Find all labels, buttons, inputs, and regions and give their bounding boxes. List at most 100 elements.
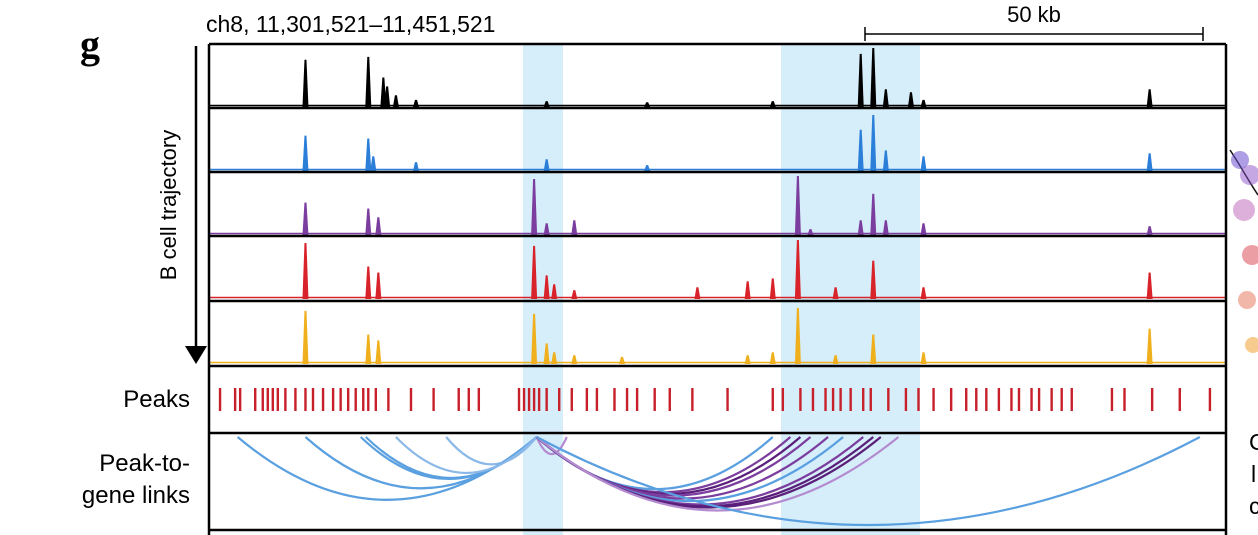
peak-mark — [284, 388, 287, 411]
peak-mark — [653, 388, 656, 411]
coverage-peak — [870, 48, 877, 107]
coverage-peak — [365, 138, 372, 171]
peak-mark — [985, 388, 988, 411]
peak-mark — [917, 388, 920, 411]
coverage-tracks — [210, 48, 1225, 364]
peak-mark — [1208, 388, 1212, 411]
peak-mark — [595, 388, 599, 411]
coverage-peak — [1146, 153, 1153, 171]
coverage-peak — [744, 281, 751, 299]
coverage-peak — [571, 355, 578, 364]
peak-mark — [1178, 388, 1181, 411]
region-label: ch8, 11,301,521–11,451,521 — [206, 11, 495, 37]
coverage-peak — [370, 156, 377, 171]
peak-mark — [1010, 388, 1013, 411]
peak-mark — [997, 388, 1001, 411]
coverage-peak — [551, 284, 558, 299]
highlight-band-1 — [523, 44, 563, 535]
coverage-peak — [882, 89, 889, 107]
coverage-peak — [882, 150, 889, 171]
coverage-peak — [870, 114, 877, 171]
coverage-peak — [619, 356, 626, 364]
coverage-peak — [920, 352, 927, 364]
peak-mark — [862, 388, 865, 411]
peak-mark — [294, 388, 297, 411]
peak-mark — [849, 388, 852, 411]
coverage-peak — [1146, 328, 1153, 364]
coverage-peak — [794, 307, 801, 364]
cropped-umap-panel — [1228, 44, 1258, 364]
peak-mark — [781, 388, 785, 411]
peaks-track — [218, 388, 1212, 411]
peak-mark — [625, 388, 629, 411]
peak-mark — [668, 388, 671, 411]
coverage-peak — [920, 287, 927, 299]
coverage-peak — [744, 355, 751, 364]
peak-mark — [558, 388, 561, 411]
scale-bar-label: 50 kb — [1007, 2, 1061, 27]
peak-mark — [1030, 388, 1033, 411]
peak-mark — [367, 388, 370, 411]
peak-mark — [965, 388, 968, 411]
peak-mark — [522, 388, 526, 411]
peak-mark — [254, 388, 257, 411]
coverage-peak — [644, 165, 651, 171]
trajectory-arrow — [185, 46, 207, 364]
coverage-peak — [551, 352, 558, 364]
coverage-peak — [302, 310, 309, 364]
coverage-peak — [571, 290, 578, 299]
peak-mark — [975, 388, 978, 411]
coverage-track-2 — [210, 114, 1225, 171]
trajectory-label: B cell trajectory — [156, 130, 181, 280]
peak-mark — [311, 388, 315, 411]
coverage-track-5 — [210, 307, 1225, 364]
peak-mark — [545, 388, 548, 411]
peak-mark — [824, 388, 827, 411]
peak-mark — [691, 388, 694, 411]
coverage-peak — [365, 266, 372, 299]
peak-mark — [374, 388, 378, 411]
coverage-peak — [413, 99, 420, 107]
coverage-peak — [302, 242, 309, 299]
peak-mark — [467, 388, 470, 411]
peak-mark — [1150, 388, 1154, 411]
coverage-peak — [392, 95, 399, 107]
peak-mark — [537, 388, 541, 411]
coverage-peak — [920, 99, 927, 107]
peak-mark — [585, 388, 589, 411]
coverage-track-4 — [210, 240, 1225, 299]
coverage-peak — [375, 272, 382, 299]
coverage-peak — [365, 208, 372, 235]
coverage-peak — [1146, 272, 1153, 299]
coverage-peak — [413, 162, 420, 171]
coverage-peak — [365, 56, 372, 107]
coverage-peak — [857, 53, 864, 107]
peak-mark — [1123, 388, 1126, 411]
edge-text-2: l — [1251, 461, 1256, 487]
links-track — [236, 436, 1201, 526]
coverage-peak — [794, 176, 801, 235]
peak-mark — [432, 388, 435, 411]
coverage-peak — [1146, 89, 1153, 107]
coverage-peak — [694, 287, 701, 299]
peak-mark — [635, 388, 639, 411]
peak-mark — [457, 388, 460, 411]
coverage-peak — [644, 102, 651, 107]
peak-mark — [362, 388, 365, 411]
links-label-line1: Peak-to- — [99, 450, 190, 477]
coverage-peak — [882, 220, 889, 235]
coverage-peak — [769, 278, 776, 299]
peak-mark — [949, 388, 953, 411]
coverage-track-3 — [210, 176, 1225, 235]
peak-mark — [1070, 388, 1073, 411]
peak-mark — [218, 388, 222, 411]
peak-mark — [233, 388, 237, 411]
peak-mark — [570, 388, 573, 411]
coverage-peak — [832, 287, 839, 299]
peak-mark — [1060, 388, 1063, 411]
peak-mark — [261, 388, 264, 411]
coverage-peak — [870, 193, 877, 235]
peak-mark — [477, 388, 481, 411]
peak-mark — [517, 388, 521, 411]
